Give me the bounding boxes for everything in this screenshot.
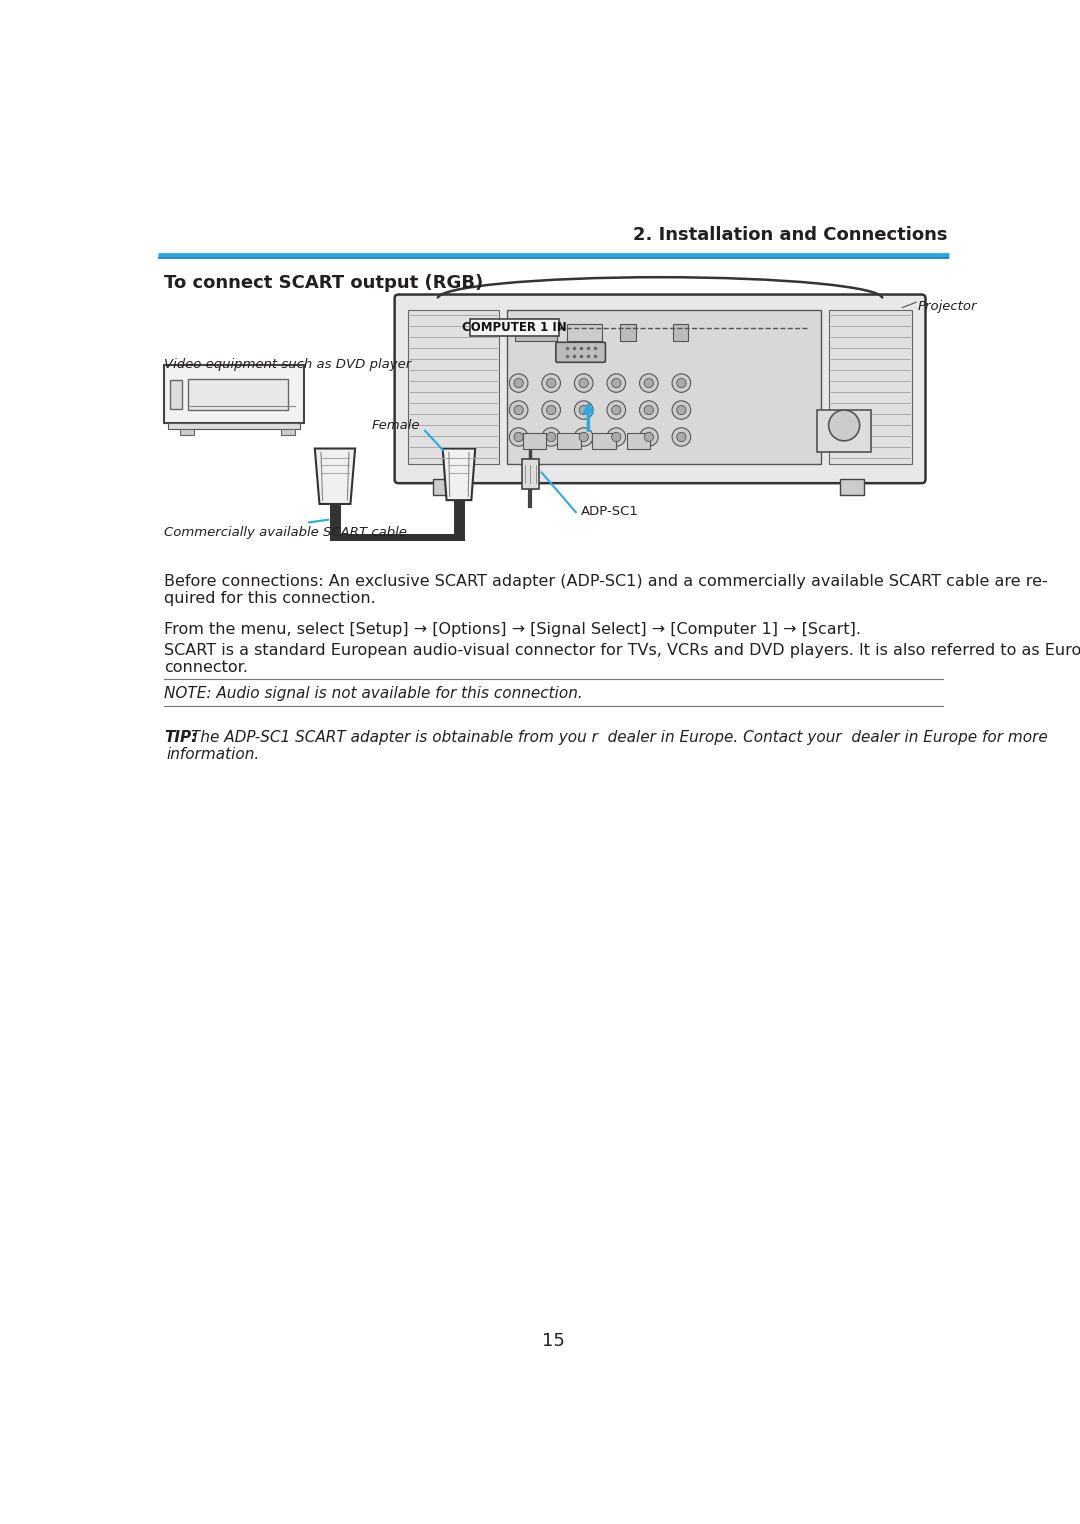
Circle shape (542, 428, 561, 447)
Circle shape (828, 410, 860, 440)
Circle shape (575, 401, 593, 419)
Text: SCART is a standard European audio-visual connector for TVs, VCRs and DVD player: SCART is a standard European audio-visua… (164, 643, 1080, 658)
Bar (168, 424, 300, 430)
Circle shape (677, 378, 686, 387)
Text: Before connections: An exclusive SCART adapter (ADP-SC1) and a commercially avai: Before connections: An exclusive SCART a… (164, 575, 1049, 590)
Circle shape (575, 373, 593, 392)
Bar (816, 410, 872, 453)
Bar (673, 323, 688, 341)
Text: Commercially available SCART cable: Commercially available SCART cable (164, 520, 407, 538)
Circle shape (575, 428, 593, 447)
Circle shape (672, 428, 691, 447)
Circle shape (542, 401, 561, 419)
Text: TIP:: TIP: (164, 730, 198, 745)
Text: Projector: Projector (918, 300, 977, 312)
Circle shape (611, 378, 621, 387)
Text: To connect SCART output (RGB): To connect SCART output (RGB) (164, 274, 484, 291)
FancyBboxPatch shape (556, 343, 606, 363)
Circle shape (579, 378, 589, 387)
Bar (840, 480, 864, 495)
Circle shape (639, 401, 658, 419)
Circle shape (677, 433, 686, 442)
Circle shape (514, 405, 524, 415)
Circle shape (546, 433, 556, 442)
Text: From the menu, select [Setup] → [Options] → [Signal Select] → [Computer 1] → [Sc: From the menu, select [Setup] → [Options… (164, 622, 862, 637)
Circle shape (510, 401, 528, 419)
Circle shape (672, 401, 691, 419)
Polygon shape (443, 448, 475, 500)
Bar (180, 428, 194, 434)
Circle shape (607, 401, 625, 419)
Text: COMPUTER 1 IN: COMPUTER 1 IN (462, 322, 567, 334)
Bar (627, 433, 650, 448)
Circle shape (644, 378, 653, 387)
Circle shape (510, 428, 528, 447)
Bar (523, 433, 545, 448)
Circle shape (611, 405, 621, 415)
Circle shape (542, 373, 561, 392)
Text: quired for this connection.: quired for this connection. (164, 591, 376, 607)
Bar (170, 379, 183, 408)
Circle shape (607, 428, 625, 447)
Circle shape (514, 433, 524, 442)
Text: 2. Installation and Connections: 2. Installation and Connections (633, 227, 947, 244)
Text: 15: 15 (542, 1332, 565, 1350)
Bar (164, 366, 303, 424)
Circle shape (611, 433, 621, 442)
Bar (620, 323, 636, 341)
Bar (188, 378, 288, 410)
Circle shape (579, 405, 589, 415)
Circle shape (672, 373, 691, 392)
Text: NOTE: Audio signal is not available for this connection.: NOTE: Audio signal is not available for … (164, 686, 583, 701)
Circle shape (644, 433, 653, 442)
Bar (515, 323, 557, 341)
Circle shape (546, 405, 556, 415)
Text: The ADP-SC1 SCART adapter is obtainable from you r  dealer in Europe. Contact yo: The ADP-SC1 SCART adapter is obtainable … (191, 730, 1048, 745)
Bar (567, 323, 603, 341)
Bar (281, 428, 295, 434)
Bar (592, 433, 616, 448)
Circle shape (514, 378, 524, 387)
FancyBboxPatch shape (394, 294, 926, 483)
Bar (433, 480, 457, 495)
Bar (522, 459, 539, 489)
Circle shape (677, 405, 686, 415)
Text: Video equipment such as DVD player: Video equipment such as DVD player (164, 358, 411, 372)
Bar (557, 433, 581, 448)
Polygon shape (314, 448, 355, 504)
Circle shape (546, 378, 556, 387)
Text: ADP-SC1: ADP-SC1 (541, 472, 638, 518)
Circle shape (639, 428, 658, 447)
Bar (408, 309, 499, 463)
Circle shape (579, 433, 589, 442)
Text: information.: information. (166, 747, 259, 762)
Text: connector.: connector. (164, 660, 248, 675)
Circle shape (607, 373, 625, 392)
Circle shape (639, 373, 658, 392)
Circle shape (644, 405, 653, 415)
Circle shape (510, 373, 528, 392)
Bar (470, 319, 559, 337)
Bar (507, 309, 821, 463)
Bar (828, 309, 913, 463)
Text: Female: Female (372, 419, 443, 450)
